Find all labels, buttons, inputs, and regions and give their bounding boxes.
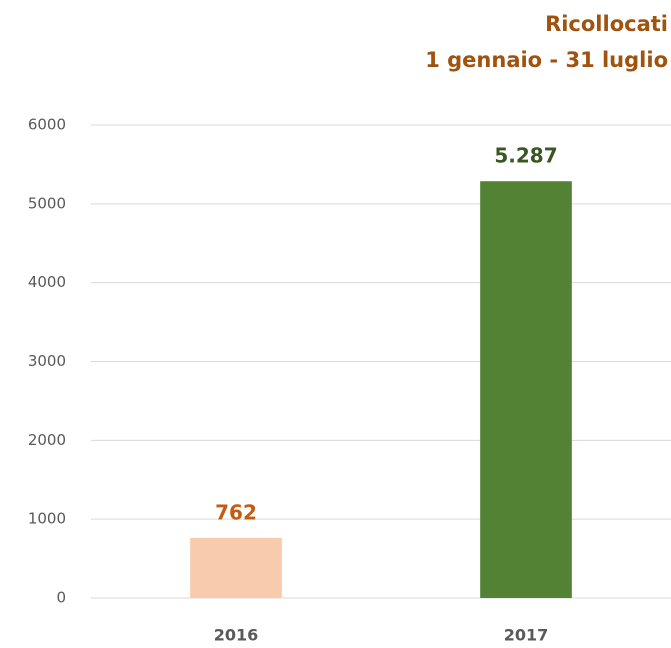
y-tick-label: 4000 [28,273,66,291]
y-tick-label: 2000 [28,431,66,449]
bar [190,537,282,598]
x-tick-label: 2017 [504,626,549,645]
chart-subtitle: 1 gennaio - 31 luglio [425,48,668,72]
y-tick-label: 0 [56,589,66,607]
value-label: 762 [215,500,257,524]
x-tick-label: 2016 [214,626,259,645]
value-label: 5.287 [494,144,557,168]
bar [480,181,572,598]
y-tick-label: 5000 [28,194,66,212]
y-tick-label: 6000 [28,116,66,134]
chart-title: Ricollocati [545,12,668,36]
y-tick-label: 1000 [28,510,66,528]
y-tick-label: 3000 [28,352,66,370]
